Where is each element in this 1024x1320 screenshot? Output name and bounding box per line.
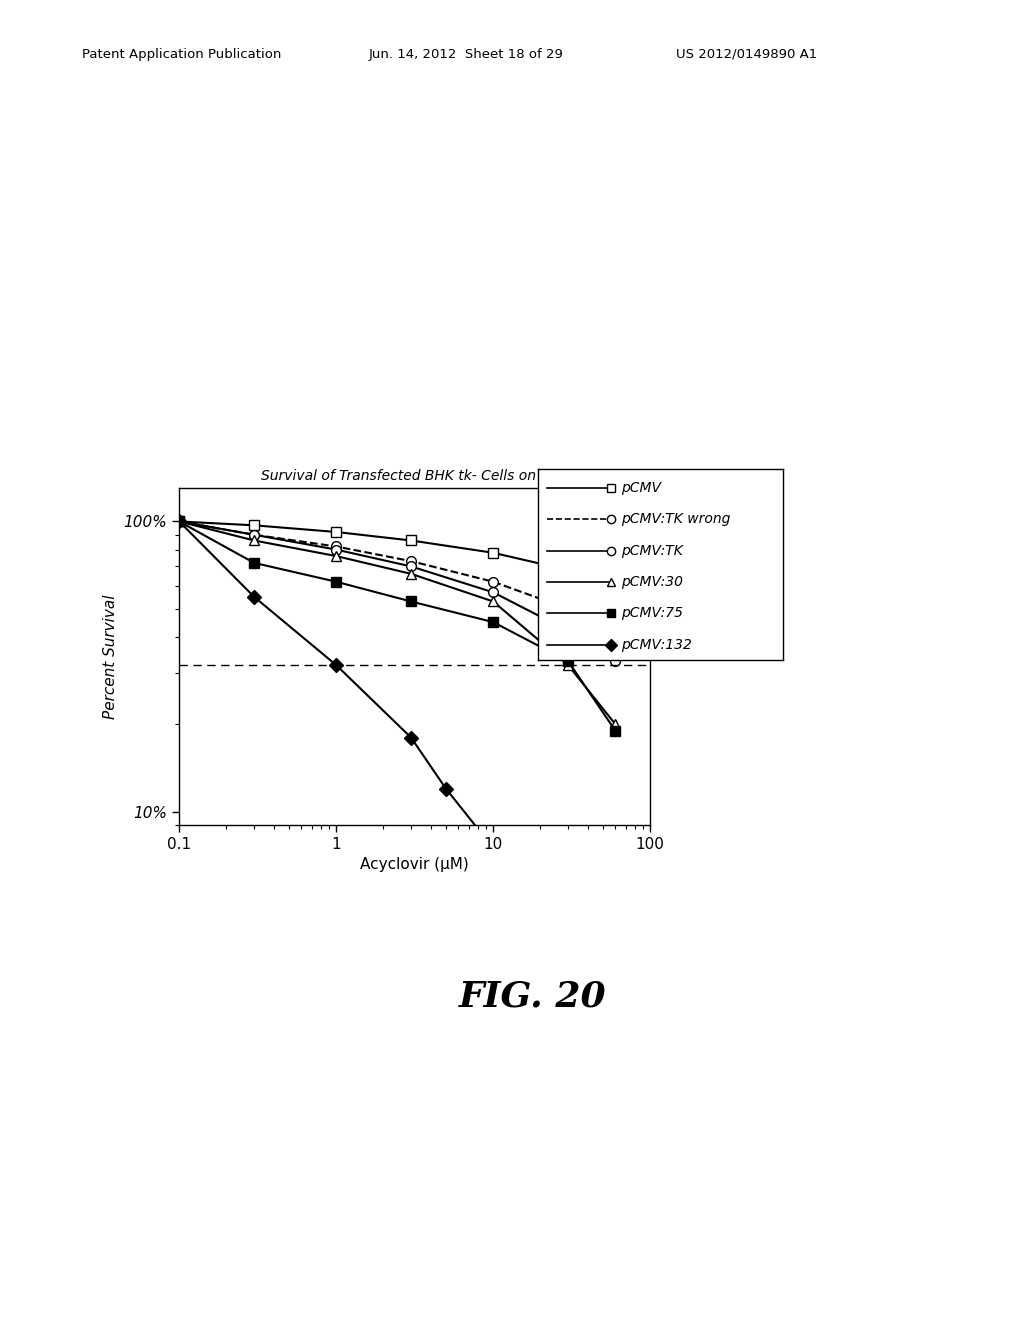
Text: pCMV:132: pCMV:132	[622, 638, 692, 652]
Text: Jun. 14, 2012  Sheet 18 of 29: Jun. 14, 2012 Sheet 18 of 29	[369, 48, 563, 61]
Text: pCMV: pCMV	[622, 480, 662, 495]
X-axis label: Acyclovir (μM): Acyclovir (μM)	[360, 858, 469, 873]
Y-axis label: Percent Survival: Percent Survival	[103, 594, 118, 719]
Text: US 2012/0149890 A1: US 2012/0149890 A1	[676, 48, 817, 61]
Text: pCMV:TK: pCMV:TK	[622, 544, 683, 557]
Text: Patent Application Publication: Patent Application Publication	[82, 48, 282, 61]
Text: pCMV:TK wrong: pCMV:TK wrong	[622, 512, 730, 527]
Text: FIG. 20: FIG. 20	[459, 979, 606, 1014]
Text: pCMV:30: pCMV:30	[622, 576, 683, 589]
Title: Survival of Transfected BHK tk- Cells on ACV: Survival of Transfected BHK tk- Cells on…	[261, 469, 568, 483]
Text: pCMV:75: pCMV:75	[622, 606, 683, 620]
